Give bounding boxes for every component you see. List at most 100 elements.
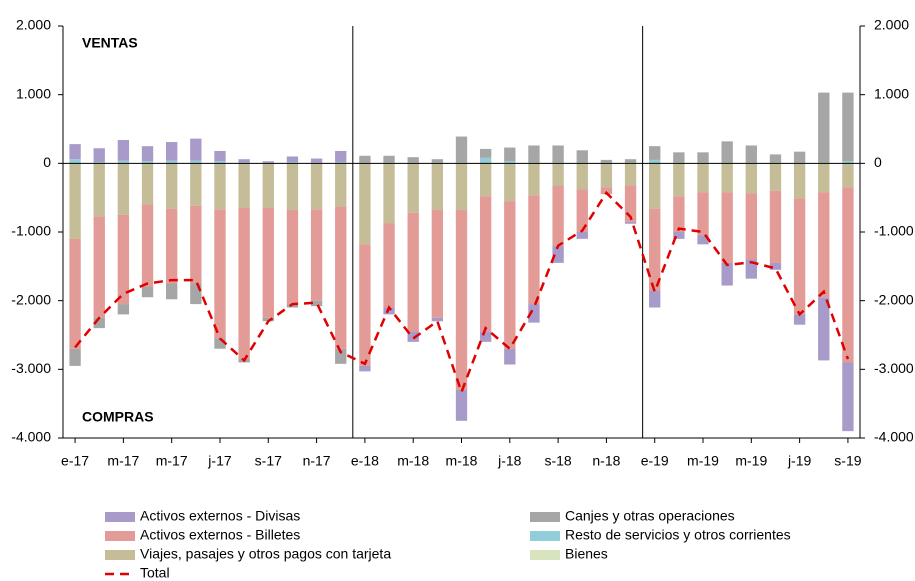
bar-segment — [286, 163, 299, 211]
bar-segment — [238, 159, 250, 163]
bar-segment — [504, 201, 516, 349]
x-tick-label: j-17 — [207, 453, 232, 469]
bar-segment — [262, 163, 274, 208]
total-line — [74, 190, 850, 396]
bar-segment — [649, 290, 661, 308]
bar-segment — [190, 163, 202, 206]
bar-segment — [141, 286, 154, 298]
bar-segment — [649, 146, 661, 160]
bar-segment — [673, 232, 685, 239]
bar-segment — [407, 157, 419, 163]
bar-segment — [359, 155, 371, 163]
bar-segment — [69, 238, 81, 349]
bar-segment — [769, 154, 782, 163]
legend-swatch — [105, 512, 135, 522]
bar-segment — [745, 163, 757, 194]
bar-segment — [335, 348, 347, 364]
bar-segment — [214, 209, 226, 339]
bar-segment — [745, 193, 757, 260]
bar-segment — [431, 159, 444, 163]
bar-segment — [69, 163, 81, 239]
bar-segment — [673, 196, 685, 232]
y2-tick-label: -4.000 — [874, 429, 914, 445]
bar-segment — [479, 331, 492, 342]
bar-segment — [745, 259, 757, 279]
bar-segment — [190, 160, 202, 164]
bar-segment — [552, 185, 564, 246]
x-tick-label: s-18 — [544, 453, 571, 469]
bar-segment — [310, 209, 323, 301]
bar-segment — [479, 196, 492, 332]
bar-segment — [141, 204, 154, 287]
y2-tick-label: 1.000 — [874, 85, 909, 101]
y2-tick-label: -3.000 — [874, 360, 914, 376]
bar-segment — [431, 317, 444, 322]
bar-segment — [697, 192, 709, 236]
y-tick-label: -1.000 — [11, 223, 51, 239]
x-tick-label: j-19 — [787, 453, 812, 469]
bar-segment — [842, 163, 854, 188]
bar-segment — [117, 163, 130, 215]
bar-segment — [793, 314, 806, 325]
bar-segment — [818, 92, 830, 163]
bar-segment — [721, 163, 733, 193]
bar-segment — [793, 198, 806, 315]
x-tick-label: j-18 — [497, 453, 522, 469]
bar-segment — [528, 163, 540, 196]
bar-segment — [310, 163, 323, 210]
bar-segment — [407, 331, 419, 342]
x-tick-label: m-18 — [446, 453, 478, 469]
bar-segment — [238, 163, 250, 208]
bar-segment — [117, 304, 130, 315]
legend-swatch — [530, 531, 560, 541]
bar-segment — [697, 152, 709, 163]
bar-segment — [624, 221, 637, 224]
bar-segment — [552, 145, 564, 163]
bar-segment — [697, 235, 709, 245]
bar-segment — [793, 163, 806, 199]
y-tick-label: -2.000 — [11, 291, 51, 307]
bar-segment — [286, 161, 299, 164]
bar-segment — [383, 163, 395, 224]
bar-segment — [624, 159, 637, 163]
bar-segment — [383, 223, 395, 308]
bar-segment — [190, 283, 202, 305]
bar-segment — [93, 317, 105, 329]
bar-segment — [455, 136, 468, 163]
bar-segment — [455, 389, 468, 421]
bar-segment — [745, 145, 757, 163]
bar-segment — [721, 262, 733, 286]
bar-segment — [190, 205, 202, 284]
bar-segment — [576, 189, 588, 232]
bar-segment — [576, 150, 588, 163]
bar-segment — [504, 147, 516, 162]
legend-swatch — [530, 550, 560, 560]
bar-segment — [166, 142, 178, 161]
bar-segment — [769, 163, 782, 191]
legend-swatch — [105, 531, 135, 541]
annotation: VENTAS — [82, 35, 138, 51]
bar-segment — [818, 163, 830, 193]
legend-label: Total — [140, 565, 170, 581]
bar-segment — [214, 338, 226, 349]
bar-segment — [600, 163, 613, 188]
x-tick-label: m-18 — [397, 453, 429, 469]
x-tick-label: m-17 — [107, 453, 139, 469]
x-tick-label: m-19 — [687, 453, 719, 469]
bar-segment — [479, 163, 492, 197]
bar-segment — [552, 245, 564, 263]
x-tick-label: s-17 — [255, 453, 282, 469]
x-tick-label: e-17 — [61, 453, 89, 469]
bar-segment — [721, 192, 733, 263]
bar-segment — [818, 297, 830, 361]
bar-segment — [141, 146, 154, 162]
bar-segment — [479, 148, 492, 158]
bar-segment — [117, 139, 130, 161]
bar-segment — [455, 163, 468, 211]
bar-segment — [407, 212, 419, 332]
x-tick-label: e-18 — [351, 453, 379, 469]
bar-segment — [69, 144, 81, 160]
bar-segment — [335, 150, 347, 162]
bar-segment — [335, 206, 347, 349]
bar-segment — [576, 232, 588, 239]
